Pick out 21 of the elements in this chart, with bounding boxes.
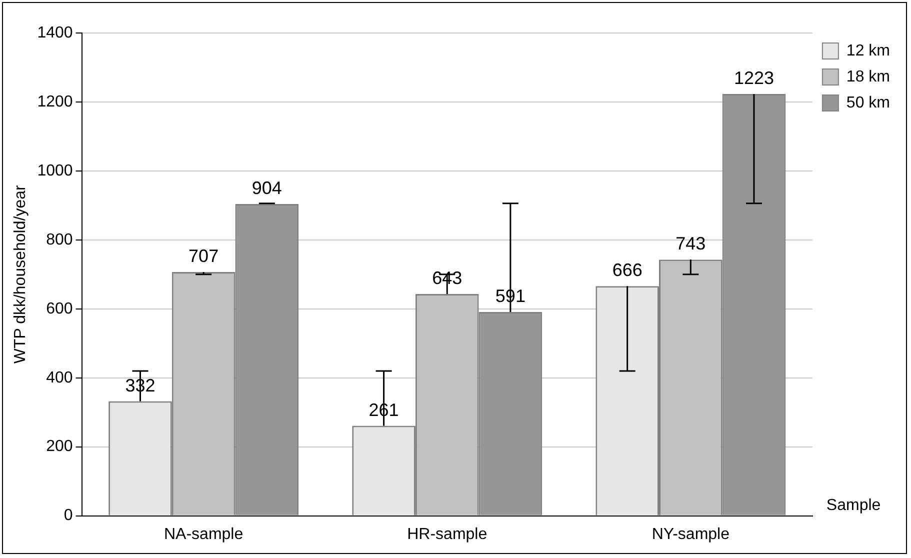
y-tick-label: 200	[46, 438, 73, 456]
y-tick-label: 1200	[37, 93, 73, 110]
data-label: 904	[252, 178, 282, 198]
x-tick-label: NA-sample	[164, 526, 244, 543]
x-tick-label: NY-sample	[652, 526, 730, 543]
y-tick-label: 800	[46, 231, 73, 248]
y-tick-label: 600	[46, 300, 73, 318]
x-axis-title: Sample	[826, 497, 881, 514]
legend-label: 50 km	[846, 94, 890, 112]
legend-label: 12 km	[846, 42, 890, 60]
y-tick-label: 1000	[37, 162, 73, 180]
legend-label: 18 km	[846, 68, 890, 86]
data-label: 707	[188, 246, 219, 266]
data-label: 1223	[734, 68, 774, 88]
data-label: 666	[612, 260, 642, 280]
y-tick-label: 400	[46, 369, 73, 386]
y-tick-label: 1400	[37, 24, 73, 42]
x-tick-label: HR-sample	[407, 526, 488, 543]
data-label: 743	[676, 234, 706, 254]
y-tick-label: 0	[64, 507, 73, 524]
y-axis-title: WTP dkk/household/year	[12, 184, 30, 364]
